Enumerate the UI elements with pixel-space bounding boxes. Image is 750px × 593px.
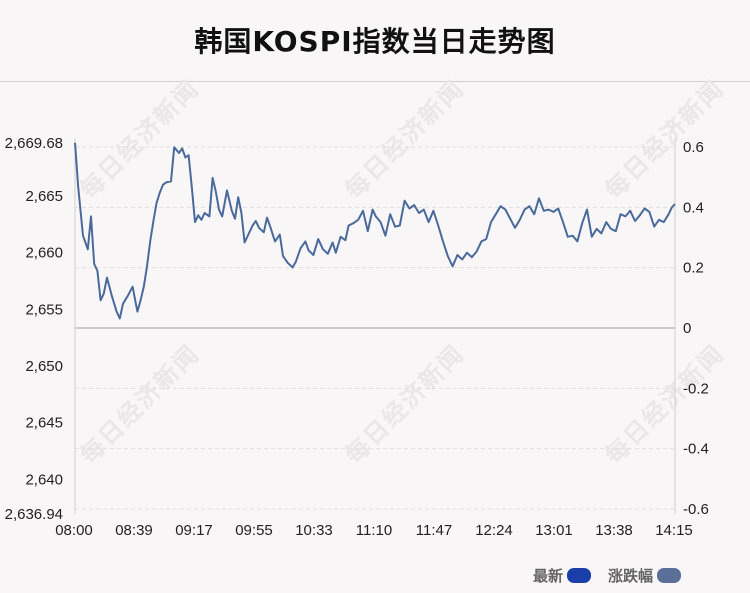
x-tick-label: 13:38 xyxy=(595,522,633,539)
x-tick-label: 14:15 xyxy=(655,522,693,539)
y-left-tick-label: 2,655 xyxy=(25,301,63,318)
y-right-tick-label: 0 xyxy=(683,320,691,337)
y-left-tick-label: 2,669.68 xyxy=(5,135,63,152)
x-tick-label: 08:00 xyxy=(55,522,93,539)
x-tick-label: 10:33 xyxy=(295,522,333,539)
title-divider xyxy=(0,81,750,82)
y-right-tick-label: 0.4 xyxy=(683,199,704,216)
y-left-tick-label: 2,650 xyxy=(25,358,63,375)
legend-change-swatch xyxy=(657,568,682,583)
x-tick-label: 11:10 xyxy=(356,522,392,539)
chart-title: 韩国KOSPI指数当日走势图 xyxy=(194,25,556,58)
x-tick-label: 09:17 xyxy=(175,522,213,539)
x-tick-label: 13:01 xyxy=(535,522,573,539)
y-right-tick-label: 0.2 xyxy=(683,260,704,277)
x-tick-label: 09:55 xyxy=(235,522,273,539)
y-left-tick-label: 2,636.94 xyxy=(5,506,63,523)
y-left-tick-label: 2,660 xyxy=(25,245,63,262)
legend-change-label: 涨跌幅 xyxy=(608,567,654,585)
series-line xyxy=(74,142,676,320)
y-left-tick-label: 2,645 xyxy=(25,415,63,432)
x-tick-label: 11:47 xyxy=(416,522,452,539)
x-tick-label: 08:39 xyxy=(115,522,153,539)
legend-latest-label: 最新 xyxy=(533,567,564,585)
y-right-tick-label: -0.6 xyxy=(683,501,709,518)
x-tick-label: 12:24 xyxy=(475,522,513,539)
y-left-tick-label: 2,665 xyxy=(25,188,63,205)
y-right-tick-label: 0.6 xyxy=(683,139,704,156)
y-right-tick-label: -0.2 xyxy=(683,380,709,397)
legend-change: 涨跌幅 xyxy=(608,565,682,586)
legend-latest-swatch xyxy=(567,568,592,583)
legend-latest: 最新 xyxy=(533,565,592,586)
y-left-tick-label: 2,640 xyxy=(25,471,63,488)
y-right-tick-label: -0.4 xyxy=(683,441,709,458)
